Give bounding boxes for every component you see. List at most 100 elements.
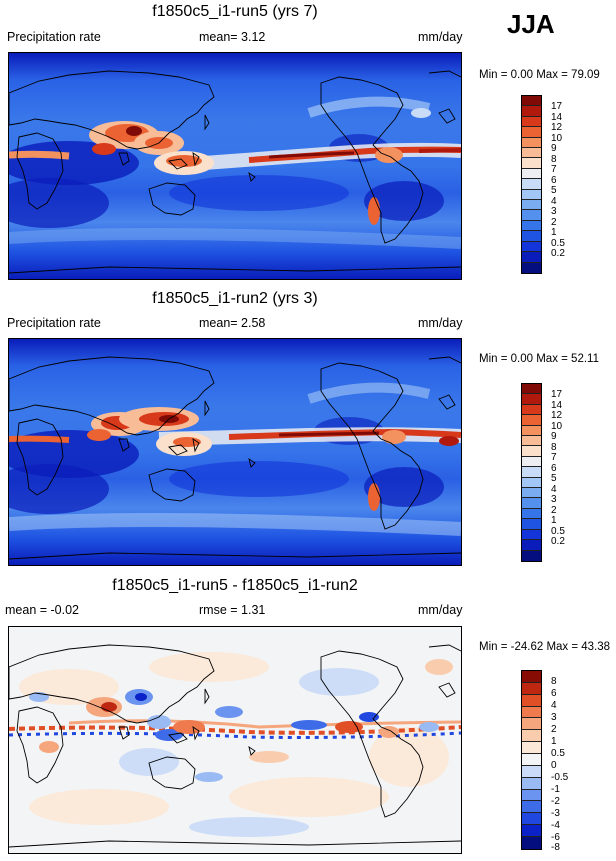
panel-2-min-max: Min = 0.00 Max = 52.11 <box>479 353 599 365</box>
colorbar-tick: 4 <box>551 196 557 207</box>
colorbar-swatch <box>522 262 541 273</box>
colorbar-tick: 1 <box>551 515 557 526</box>
colorbar-swatch <box>522 682 541 695</box>
colorbar-tick: 12 <box>551 410 563 421</box>
colorbar-swatch <box>522 529 541 541</box>
colorbar-swatch <box>522 671 541 683</box>
panel-1-variable-label: Precipitation rate <box>7 30 101 44</box>
colorbar-swatch <box>522 210 541 221</box>
colorbar-tick: 3 <box>551 494 557 505</box>
colorbar-tick: 3 <box>551 206 557 217</box>
panel-3-title: f1850c5_i1-run5 - f1850c5_i1-run2 <box>112 577 358 594</box>
colorbar-swatch <box>522 801 541 814</box>
colorbar-swatch <box>522 220 541 232</box>
colorbar-tick: -1 <box>551 784 560 795</box>
colorbar-swatch <box>522 477 541 489</box>
colorbar-tick: 14 <box>551 112 563 123</box>
colorbar-tick: 6 <box>551 688 557 699</box>
colorbar-tick: 14 <box>551 400 563 411</box>
panel-2-mean-label: mean= 2.58 <box>199 316 266 330</box>
panel-3-units-label: mm/day <box>418 603 463 617</box>
colorbar-swatch <box>522 158 541 169</box>
colorbar-tick: 0.2 <box>551 536 565 547</box>
colorbar-tick: 2 <box>551 724 557 735</box>
colorbar-tick: 0.5 <box>551 238 565 249</box>
panel-2-units-label: mm/day <box>418 316 463 330</box>
colorbar-swatch <box>522 540 541 551</box>
colorbar-tick: 6 <box>551 175 557 186</box>
colorbar-swatch <box>522 694 541 707</box>
colorbar-tick: 8 <box>551 442 557 453</box>
colorbar-swatch <box>522 137 541 149</box>
colorbar-swatch <box>522 394 541 405</box>
panel-3-rmse-label: rmse = 1.31 <box>199 603 266 617</box>
panel-2-map <box>8 338 462 566</box>
panel-3-mean-label: mean = -0.02 <box>5 603 80 617</box>
colorbar-tick: 0 <box>551 760 557 771</box>
colorbar-swatch <box>522 813 541 826</box>
colorbar-swatch <box>522 404 541 416</box>
colorbar-tick: -6 <box>551 832 560 843</box>
colorbar-swatch <box>522 446 541 457</box>
colorbar-tick: 8 <box>551 154 557 165</box>
colorbar-tick: 8 <box>551 676 557 687</box>
colorbar-tick: 12 <box>551 122 563 133</box>
panel-3-colorbar <box>521 670 542 850</box>
colorbar-swatch <box>522 241 541 253</box>
colorbar-tick: 0.5 <box>551 748 565 759</box>
colorbar-swatch <box>522 384 541 395</box>
colorbar-swatch <box>522 550 541 561</box>
colorbar-tick: 5 <box>551 473 557 484</box>
colorbar-swatch <box>522 777 541 790</box>
colorbar-swatch <box>522 231 541 242</box>
colorbar-swatch <box>522 789 541 802</box>
colorbar-swatch <box>522 425 541 437</box>
colorbar-swatch <box>522 742 541 755</box>
colorbar-tick: 9 <box>551 431 557 442</box>
colorbar-tick: -3 <box>551 808 560 819</box>
colorbar-swatch <box>522 179 541 190</box>
colorbar-tick: 10 <box>551 133 563 144</box>
panel-2-variable-label: Precipitation rate <box>7 316 101 330</box>
panel-1-colorbar <box>521 95 542 274</box>
colorbar-swatch <box>522 825 541 838</box>
colorbar-swatch <box>522 148 541 159</box>
panel-1-min-max: Min = 0.00 Max = 79.09 <box>479 69 600 81</box>
panel-1-map <box>8 52 462 280</box>
colorbar-swatch <box>522 754 541 766</box>
panel-3-min-max: Min = -24.62 Max = 43.38 <box>479 641 611 653</box>
colorbar-tick: 1 <box>551 736 557 747</box>
colorbar-swatch <box>522 765 541 778</box>
colorbar-swatch <box>522 127 541 138</box>
colorbar-swatch <box>522 415 541 426</box>
colorbar-tick: -2 <box>551 796 560 807</box>
colorbar-swatch <box>522 467 541 478</box>
colorbar-tick: 4 <box>551 700 557 711</box>
colorbar-tick: 1 <box>551 227 557 238</box>
colorbar-swatch <box>522 168 541 180</box>
colorbar-swatch <box>522 488 541 499</box>
colorbar-swatch <box>522 837 541 849</box>
colorbar-tick: -4 <box>551 820 560 831</box>
colorbar-tick: 10 <box>551 421 563 432</box>
colorbar-swatch <box>522 730 541 743</box>
colorbar-tick: -8 <box>551 842 560 853</box>
colorbar-swatch <box>522 252 541 263</box>
colorbar-tick: 0.2 <box>551 248 565 259</box>
colorbar-tick: 7 <box>551 452 557 463</box>
colorbar-swatch <box>522 706 541 719</box>
panel-1-units-label: mm/day <box>418 30 463 44</box>
colorbar-swatch <box>522 498 541 509</box>
colorbar-tick: 5 <box>551 185 557 196</box>
panel-1-title: f1850c5_i1-run5 (yrs 7) <box>152 3 318 20</box>
colorbar-swatch <box>522 106 541 117</box>
colorbar-tick: 3 <box>551 712 557 723</box>
colorbar-tick: 0.5 <box>551 526 565 537</box>
colorbar-tick: -0.5 <box>551 772 569 783</box>
panel-2-title: f1850c5_i1-run2 (yrs 3) <box>152 290 318 307</box>
colorbar-tick: 9 <box>551 143 557 154</box>
colorbar-tick: 2 <box>551 505 557 516</box>
panel-1-mean-label: mean= 3.12 <box>199 30 266 44</box>
panel-2-colorbar <box>521 383 542 562</box>
colorbar-tick: 4 <box>551 484 557 495</box>
